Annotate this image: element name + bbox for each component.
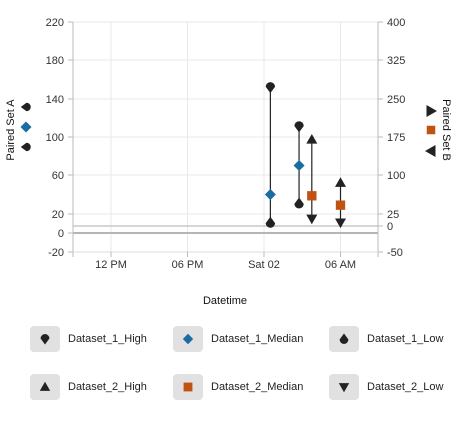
legend-item-dataset-2-median[interactable]: Dataset_2_Median — [173, 372, 303, 402]
triangle-down-icon — [338, 383, 350, 393]
y-left-tick-label: 140 — [46, 94, 64, 106]
point-dataset-1-high — [265, 82, 276, 94]
y-right-key-low-icon — [425, 145, 436, 157]
y-left-key-median-icon — [20, 121, 32, 133]
legend-swatch — [30, 326, 60, 352]
x-tick-label: 06 PM — [172, 259, 204, 271]
x-tick-label: 12 PM — [95, 259, 127, 271]
legend: Dataset_1_High Dataset_1_Median Dataset_… — [0, 318, 470, 408]
point-dataset-1-median — [264, 189, 276, 200]
legend-label: Dataset_1_Median — [211, 333, 304, 345]
point-dataset-2-low — [335, 218, 346, 229]
legend-label: Dataset_2_High — [68, 381, 147, 393]
y-left-tick-label: 220 — [46, 17, 64, 29]
legend-item-dataset-1-low[interactable]: Dataset_1_Low — [329, 324, 443, 354]
point-dataset-2-high — [335, 177, 346, 187]
point-dataset-1-low — [265, 216, 276, 228]
y-left-key-high-icon — [20, 102, 31, 112]
point-dataset-1-low — [294, 197, 304, 209]
legend-swatch — [30, 374, 60, 400]
y-right-axis-title: Paired Set B — [440, 99, 452, 161]
y-right-tick-label: 325 — [387, 55, 405, 67]
diamond-glyph — [182, 333, 194, 345]
y-left-tick-label: -20 — [48, 247, 64, 259]
legend-label: Dataset_1_Low — [367, 333, 444, 345]
legend-swatch — [173, 326, 203, 352]
square-glyph — [183, 382, 193, 392]
point-dataset-2-median — [335, 200, 346, 210]
legend-item-dataset-2-low[interactable]: Dataset_2_Low — [329, 372, 443, 402]
legend-label: Dataset_1_High — [68, 333, 147, 345]
drop-down-glyph — [40, 334, 50, 345]
diamond-icon — [182, 333, 194, 345]
x-tick-label: 06 AM — [325, 259, 356, 271]
point-dataset-2-median — [307, 191, 317, 201]
legend-item-dataset-1-high[interactable]: Dataset_1_High — [30, 324, 147, 354]
y-left-tick-label: 0 — [58, 228, 64, 240]
axes: -2002060100140180220-5002510017525032540… — [46, 17, 406, 271]
triangle-up-glyph — [39, 381, 51, 391]
grid — [73, 21, 378, 253]
drop-up-icon — [339, 333, 349, 344]
y-right-tick-label: -50 — [387, 247, 403, 259]
y-left-key-low-icon — [20, 142, 31, 152]
y-left-tick-label: 100 — [46, 132, 64, 144]
point-dataset-2-high — [306, 134, 318, 144]
y-left-axis-title: Paired Set A — [5, 99, 17, 161]
triangle-down-glyph — [338, 383, 350, 393]
point-dataset-1-high — [294, 121, 304, 133]
y-right-tick-label: 400 — [387, 17, 405, 29]
y-right-tick-label: 250 — [387, 94, 405, 106]
legend-label: Dataset_2_Low — [367, 381, 444, 393]
triangle-up-icon — [39, 381, 51, 391]
axis-marker-keys — [20, 102, 437, 157]
x-axis-title: Datetime — [203, 295, 247, 307]
x-tick-label: Sat 02 — [248, 259, 280, 271]
legend-swatch — [173, 374, 203, 400]
y-right-tick-label: 0 — [387, 221, 393, 233]
drop-down-icon — [40, 334, 50, 345]
chart: -2002060100140180220-5002510017525032540… — [5, 17, 452, 307]
legend-swatch — [329, 326, 359, 352]
y-right-key-high-icon — [426, 105, 437, 117]
drop-up-glyph — [339, 333, 349, 344]
legend-swatch — [329, 374, 359, 400]
y-right-tick-label: 175 — [387, 132, 405, 144]
y-left-tick-label: 20 — [52, 209, 64, 221]
y-right-tick-label: 25 — [387, 209, 399, 221]
legend-label: Dataset_2_Median — [211, 381, 304, 393]
y-right-key-median-icon — [426, 125, 436, 135]
chart-marks — [264, 82, 346, 229]
y-left-tick-label: 60 — [52, 170, 64, 182]
y-left-tick-label: 180 — [46, 55, 64, 67]
legend-item-dataset-2-high[interactable]: Dataset_2_High — [30, 372, 147, 402]
square-icon — [183, 382, 193, 392]
point-dataset-1-median — [293, 160, 305, 171]
point-dataset-2-low — [306, 214, 318, 225]
legend-item-dataset-1-median[interactable]: Dataset_1_Median — [173, 324, 303, 354]
y-right-tick-label: 100 — [387, 170, 405, 182]
